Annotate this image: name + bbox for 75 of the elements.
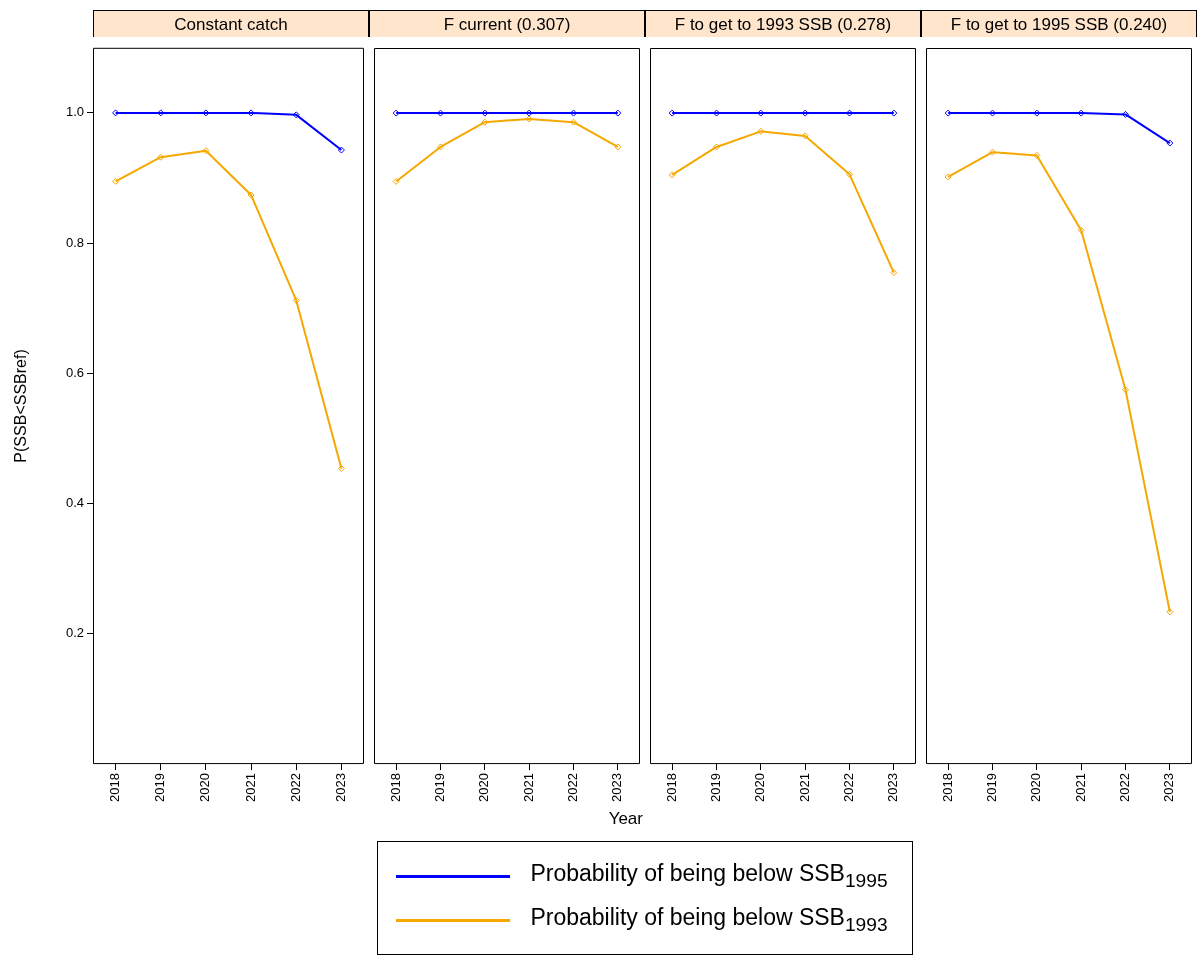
x-tick-label: 2020 <box>1028 773 1044 802</box>
point <box>525 115 533 123</box>
point <box>570 109 577 117</box>
x-tick-label: 2020 <box>197 773 213 802</box>
point <box>757 127 765 135</box>
x-tick-label: 2018 <box>387 773 403 802</box>
point <box>392 109 400 117</box>
x-tick-label: 2022 <box>287 773 303 802</box>
legend-label: Probability of being below SSB$_{1993}$ <box>530 904 888 936</box>
x-tick-label: 2018 <box>939 773 955 802</box>
x-tick-label: 2021 <box>796 773 812 802</box>
x-tick-label: 2023 <box>332 773 348 802</box>
chart-title: Constant catch <box>93 10 369 37</box>
point <box>1077 226 1085 234</box>
x-tick-label: 2019 <box>432 773 448 802</box>
y-axis-title: P(SSB<SSBref) <box>12 349 30 463</box>
chart-title: F current (0.307) <box>369 10 645 37</box>
x-tick-label: 2021 <box>1072 773 1088 802</box>
point <box>1166 608 1174 616</box>
x-tick-label: 2021 <box>242 773 258 802</box>
point <box>337 146 345 154</box>
point <box>713 143 720 151</box>
point <box>614 109 622 117</box>
x-tick-label: 2023 <box>609 773 625 802</box>
point <box>112 177 120 185</box>
point <box>157 153 165 161</box>
y-tick-label: 1.0 <box>65 104 84 120</box>
x-tick-label: 2018 <box>663 773 679 802</box>
y-tick-label: 0.2 <box>65 625 84 641</box>
x-tick-label: 2018 <box>107 773 123 802</box>
point <box>437 143 444 151</box>
point <box>202 147 210 155</box>
x-tick-label: 2022 <box>1117 773 1133 802</box>
x-tick-label: 2020 <box>476 773 492 802</box>
y-tick-label: 0.8 <box>65 234 84 250</box>
point <box>247 191 255 199</box>
point <box>437 109 444 117</box>
point <box>846 170 853 178</box>
point <box>1033 151 1041 159</box>
x-axis-title: Year <box>608 809 643 828</box>
point <box>1122 110 1129 118</box>
y-tick-label: 0.6 <box>65 364 84 380</box>
x-tick-label: 2019 <box>984 773 1000 802</box>
point <box>944 109 952 117</box>
point <box>668 171 676 179</box>
x-tick-label: 2019 <box>152 773 168 802</box>
legend-label: Probability of being below SSB$_{1995}$ <box>530 860 888 892</box>
x-tick-label: 2023 <box>885 773 901 802</box>
point <box>846 109 853 117</box>
y-tick-label: 0.4 <box>65 495 84 511</box>
point <box>890 269 898 277</box>
point <box>713 109 720 117</box>
point <box>801 132 809 140</box>
point <box>570 118 577 126</box>
x-tick-label: 2022 <box>841 773 857 802</box>
point <box>944 173 952 181</box>
point <box>481 118 489 126</box>
point <box>890 109 898 117</box>
x-tick-label: 2019 <box>708 773 724 802</box>
chart-title: F to get to 1995 SSB (0.240) <box>921 10 1197 37</box>
x-tick-label: 2020 <box>752 773 768 802</box>
point <box>614 143 622 151</box>
point <box>668 109 676 117</box>
x-tick-label: 2022 <box>565 773 581 802</box>
point <box>989 148 996 156</box>
point <box>392 177 400 185</box>
x-tick-label: 2023 <box>1161 773 1177 802</box>
point <box>1122 386 1129 394</box>
point <box>292 296 300 304</box>
point <box>292 111 300 119</box>
chart-title: F to get to 1993 SSB (0.278) <box>645 10 921 37</box>
point <box>1166 139 1174 147</box>
x-tick-label: 2021 <box>520 773 536 802</box>
point <box>989 109 996 117</box>
point <box>337 464 345 472</box>
